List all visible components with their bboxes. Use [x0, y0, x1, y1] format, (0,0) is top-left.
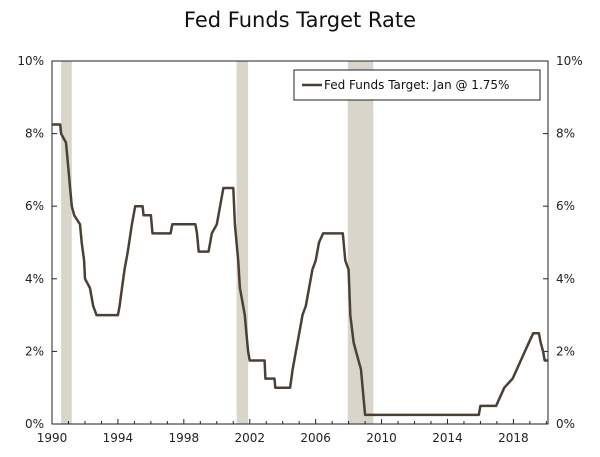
x-tick-label: 2002 — [234, 431, 265, 445]
y-tick-label-left: 4% — [25, 272, 44, 286]
legend-box — [293, 69, 541, 101]
series-layer — [52, 123, 548, 417]
plot-frame — [51, 60, 549, 425]
chart-title: Fed Funds Target Rate — [183, 8, 417, 32]
y-tick-label-right: 0% — [556, 417, 575, 431]
x-tick-label: 1998 — [169, 431, 200, 445]
recession-band-1 — [61, 61, 72, 424]
x-tick-label: 2006 — [300, 431, 331, 445]
x-tick-label: 1994 — [103, 431, 134, 445]
legend-label: Fed Funds Target: Jan @ 1.75% — [324, 78, 509, 92]
y-tick-label-left: 8% — [25, 127, 44, 141]
series-line-fed-funds-target — [52, 123, 548, 417]
x-tick-label: 2018 — [498, 431, 529, 445]
y-tick-label-right: 4% — [556, 272, 575, 286]
y-tick-label-left: 10% — [17, 54, 44, 68]
y-tick-label-left: 0% — [25, 417, 44, 431]
y-tick-label-right: 8% — [556, 127, 575, 141]
y-tick-label-right: 2% — [556, 344, 575, 358]
y-tick-label-left: 6% — [25, 199, 44, 213]
legend: Fed Funds Target: Jan @ 1.75% — [293, 69, 541, 101]
y-tick-label-left: 2% — [25, 344, 44, 358]
x-tick-label: 2014 — [432, 431, 463, 445]
tick-layer: 0% 0% 2% 2% 4% 4% 6% 6% 8% 8% 10% 10% 1990 1994 1998 20… — [17, 54, 582, 445]
x-tick-label: 2010 — [366, 431, 397, 445]
recession-shading-layer — [61, 61, 374, 424]
y-tick-label-right: 6% — [556, 199, 575, 213]
x-tick-label: 1990 — [37, 431, 68, 445]
recession-band-2 — [236, 61, 249, 424]
y-tick-label-right: 10% — [556, 54, 583, 68]
